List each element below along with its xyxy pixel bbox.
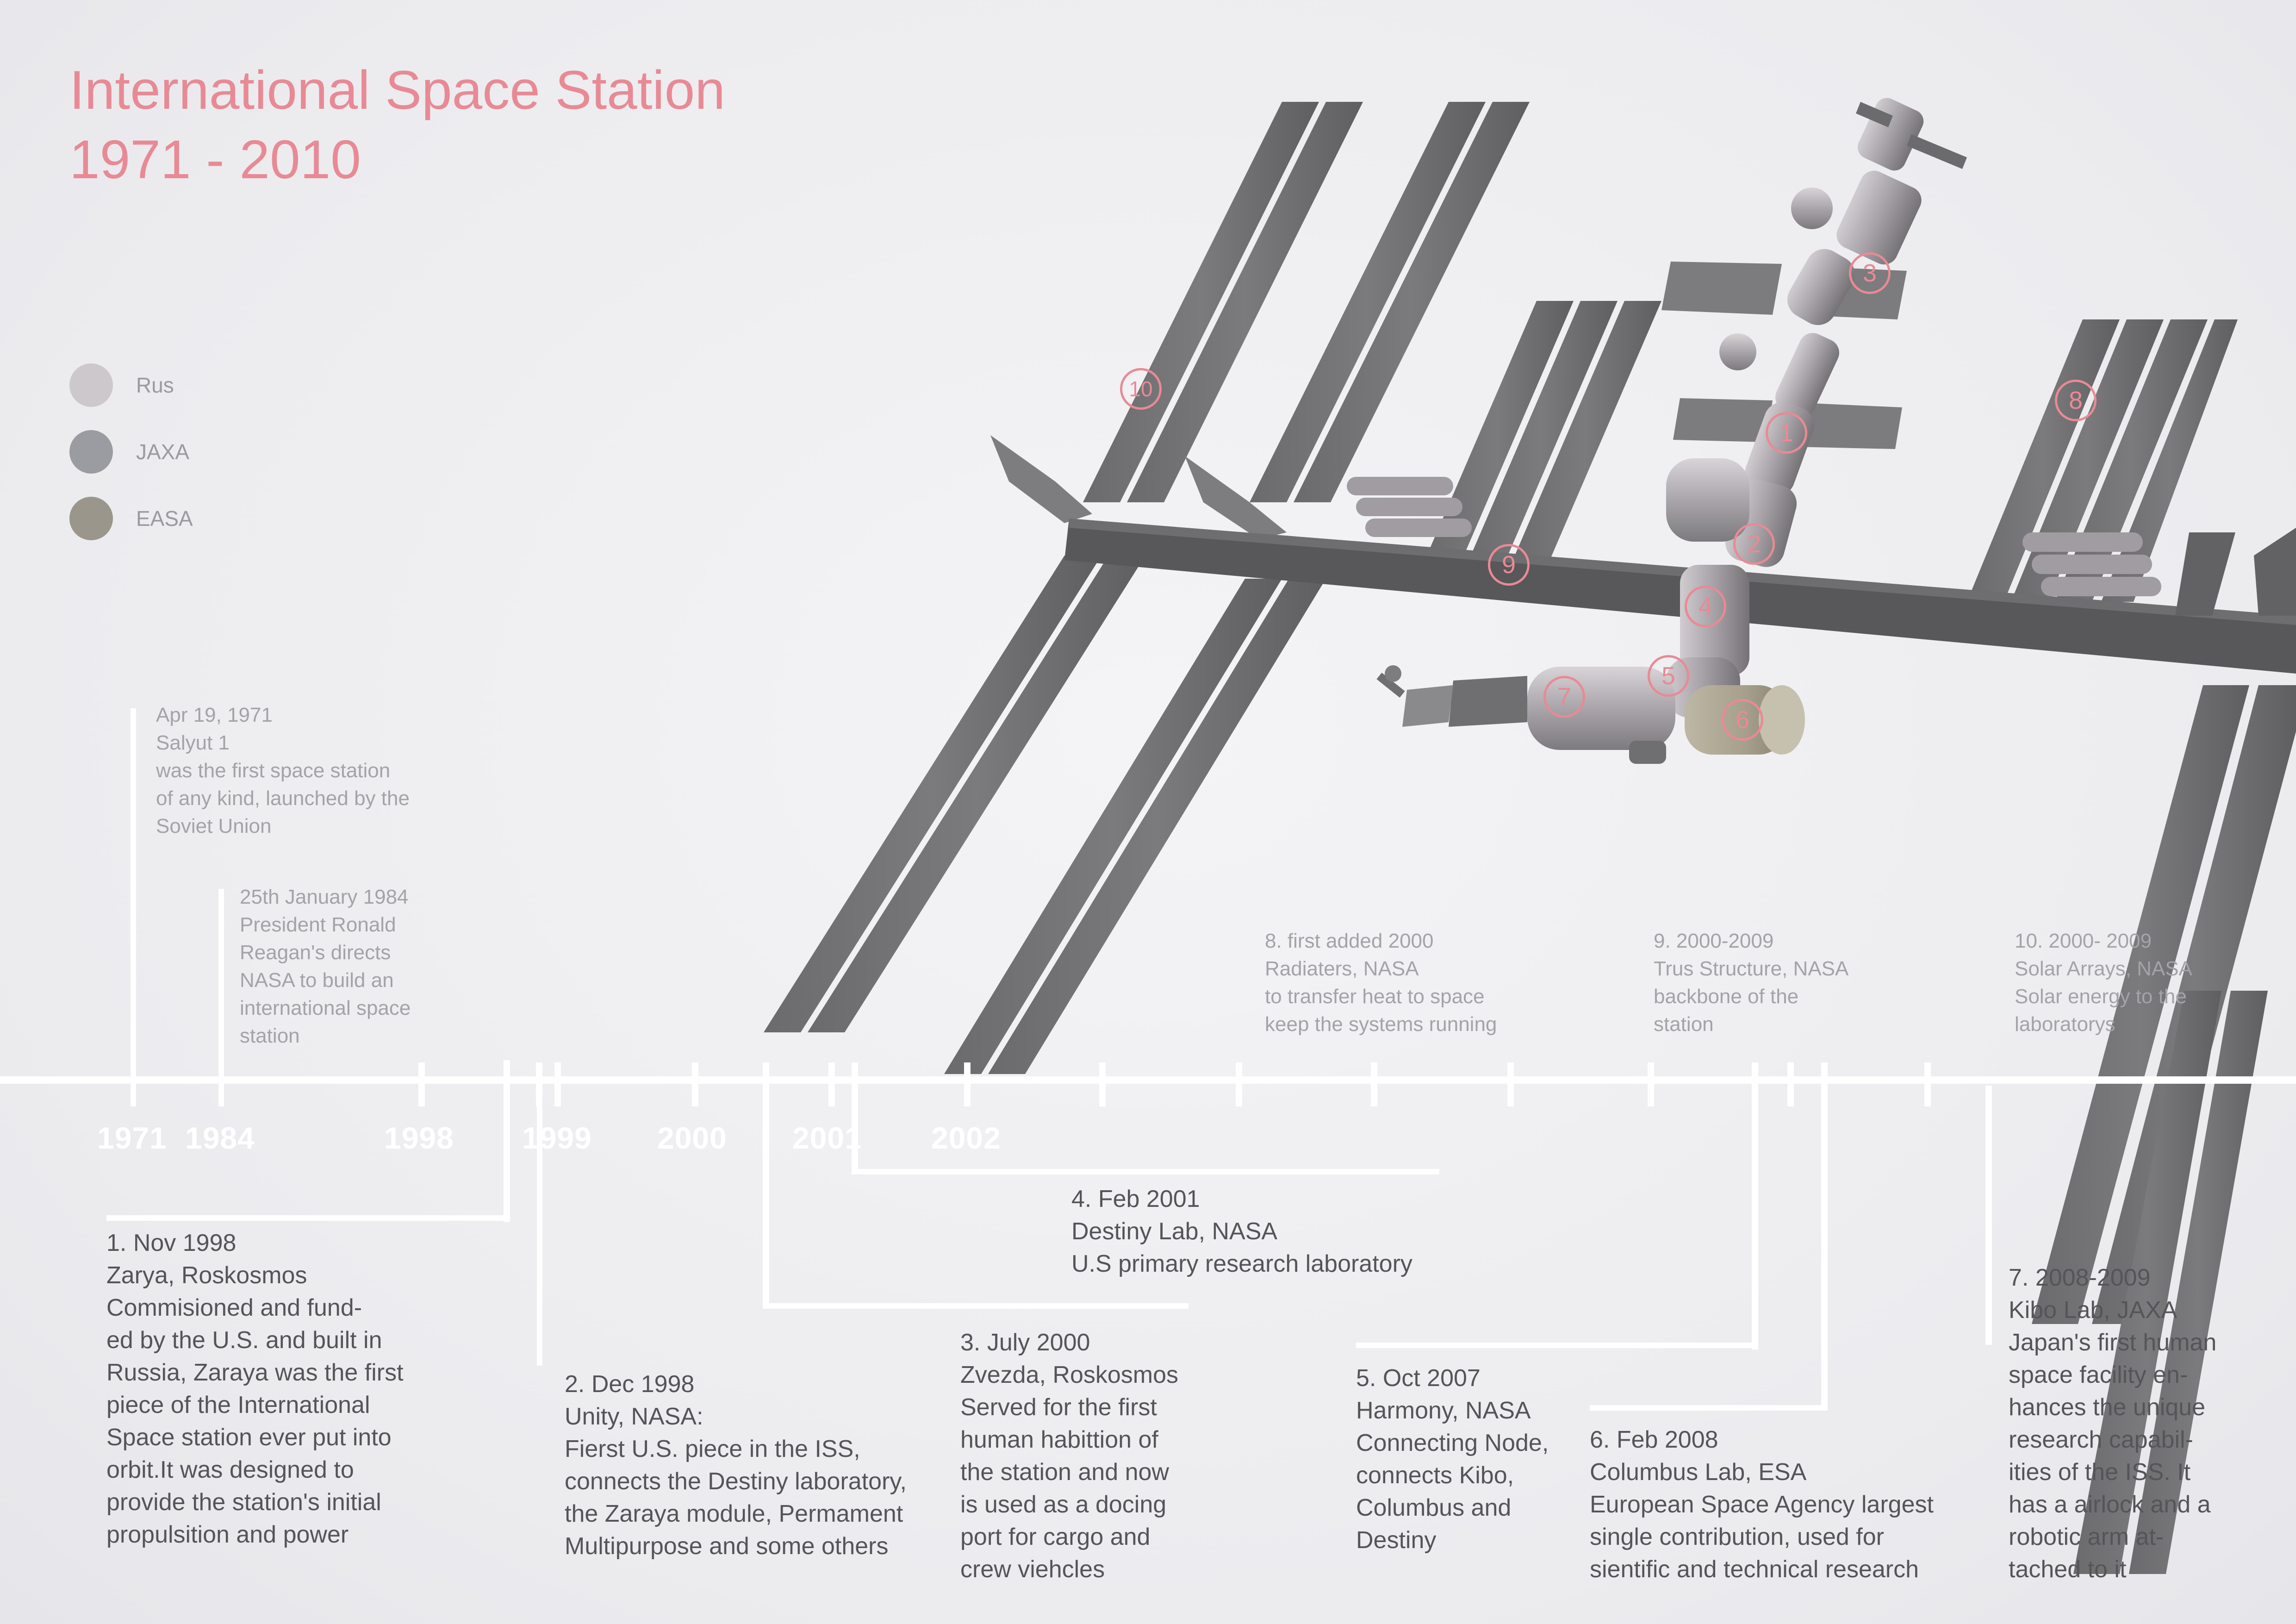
connector-zvezda xyxy=(763,1303,1188,1309)
tick xyxy=(1507,1062,1514,1106)
tick xyxy=(1371,1062,1377,1106)
note-destiny: 4. Feb 2001 Destiny Lab, NASA U.S primar… xyxy=(1071,1186,1412,1277)
title-line-1: International Space Station xyxy=(69,60,725,121)
tick xyxy=(1821,1062,1828,1410)
tick xyxy=(1752,1062,1758,1349)
diagram-marker-3: 3 xyxy=(1849,252,1891,294)
diagram-marker-5: 5 xyxy=(1648,655,1689,697)
tick xyxy=(763,1062,769,1308)
page-title: International Space Station 1971 - 2010 xyxy=(69,56,725,194)
diagram-marker-1: 1 xyxy=(1766,412,1807,454)
legend-dot-easa xyxy=(69,497,113,540)
note-radiators: 8. first added 2000 Radiaters, NASA to t… xyxy=(1265,930,1497,1036)
tick xyxy=(1236,1062,1242,1106)
tick xyxy=(964,1062,971,1106)
tick xyxy=(504,1060,510,1222)
tick xyxy=(852,1062,858,1174)
tick xyxy=(1985,1086,1992,1345)
legend-label-rus: Rus xyxy=(136,373,174,397)
solar-array-lower-right xyxy=(2032,685,2296,1574)
legend-item-easa: EASA xyxy=(69,497,193,540)
note-zarya: 1. Nov 1998 Zarya, Roskosmos Commisioned… xyxy=(106,1230,404,1548)
diagram-marker-2: 2 xyxy=(1733,523,1775,565)
legend-item-rus: Rus xyxy=(69,363,193,407)
legend: Rus JAXA EASA xyxy=(69,363,193,540)
note-kibo: 7. 2008-2009 Kibo Lab, JAXA Japan's firs… xyxy=(2009,1264,2217,1583)
note-truss: 9. 2000-2009 Trus Structure, NASA backbo… xyxy=(1654,930,1849,1036)
note-unity: 2. Dec 1998 Unity, NASA: Fierst U.S. pie… xyxy=(565,1371,907,1560)
legend-dot-rus xyxy=(69,363,113,407)
diagram-marker-9: 9 xyxy=(1488,544,1530,586)
connector-harmony xyxy=(1356,1343,1758,1348)
tick xyxy=(1787,1062,1794,1106)
tick xyxy=(1648,1062,1654,1106)
tick xyxy=(131,708,136,1106)
tick xyxy=(418,1062,425,1106)
year-label-2002: 2002 xyxy=(931,1121,1001,1155)
truss-cylinders xyxy=(1347,477,2161,596)
year-label-1998: 1998 xyxy=(384,1121,454,1155)
solar-array-upper-left xyxy=(1083,102,1530,502)
note-harmony: 5. Oct 2007 Harmony, NASA Connecting Nod… xyxy=(1356,1365,1549,1554)
connector-unity xyxy=(537,1083,542,1366)
legend-item-jaxa: JAXA xyxy=(69,430,193,474)
year-label-1999: 1999 xyxy=(522,1121,592,1155)
legend-dot-jaxa xyxy=(69,430,113,474)
solar-array-lower-left xyxy=(764,556,1326,1074)
title-line-2: 1971 - 2010 xyxy=(69,129,361,190)
note-zvezda: 3. July 2000 Zvezda, Roskosmos Served fo… xyxy=(960,1329,1179,1583)
connector-zarya xyxy=(106,1215,510,1221)
year-label-2000: 2000 xyxy=(657,1121,727,1155)
tick xyxy=(828,1062,835,1106)
note-salyut: Apr 19, 1971 Salyut 1 was the first spac… xyxy=(156,704,410,837)
note-solar: 10. 2000- 2009 Solar Arrays, NASA Solar … xyxy=(2015,930,2192,1036)
year-label-2001: 2001 xyxy=(792,1121,862,1155)
note-reagan: 25th January 1984 President Ronald Reaga… xyxy=(240,886,411,1047)
connector-destiny xyxy=(852,1169,1439,1174)
tick xyxy=(1099,1062,1106,1106)
tick xyxy=(692,1062,698,1106)
diagram-marker-4: 4 xyxy=(1685,586,1726,627)
diagram-marker-6: 6 xyxy=(1722,699,1763,741)
tick xyxy=(1924,1062,1931,1106)
connector-columbus xyxy=(1590,1405,1828,1411)
year-label-1971: 1971 xyxy=(97,1121,167,1155)
timeline-axis xyxy=(0,1076,2296,1084)
note-columbus: 6. Feb 2008 Columbus Lab, ESA European S… xyxy=(1590,1426,1934,1583)
year-label-1984: 1984 xyxy=(185,1121,255,1155)
legend-label-easa: EASA xyxy=(136,506,193,531)
radiator-brackets xyxy=(990,435,1287,539)
diagram-marker-7: 7 xyxy=(1543,676,1585,718)
diagram-marker-8: 8 xyxy=(2055,380,2097,421)
tick xyxy=(218,889,224,1106)
russian-segment xyxy=(1661,98,1967,567)
tick xyxy=(554,1062,561,1106)
legend-label-jaxa: JAXA xyxy=(136,440,190,464)
diagram-marker-10: 10 xyxy=(1120,368,1162,410)
